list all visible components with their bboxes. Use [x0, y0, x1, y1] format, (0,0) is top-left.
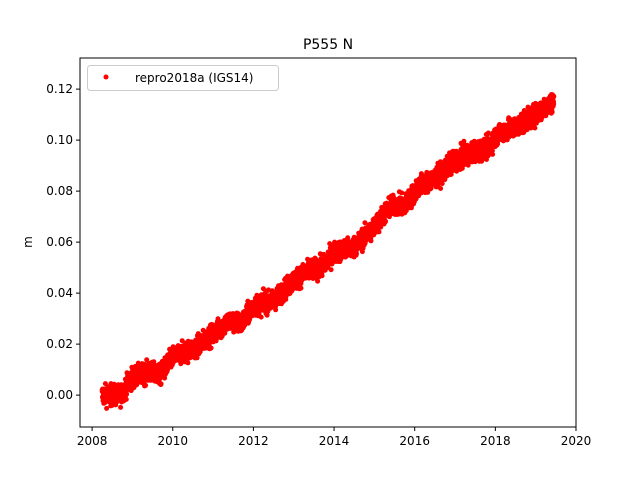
legend-marker [103, 74, 109, 80]
legend: repro2018a (IGS14) [87, 65, 279, 91]
data-point [376, 229, 382, 235]
data-point [185, 360, 191, 366]
x-tick-label: 2020 [561, 434, 592, 448]
chart-title: P555 N [303, 37, 353, 53]
y-tick-label: 0.02 [46, 337, 73, 351]
data-point [258, 314, 264, 320]
data-point [399, 190, 405, 196]
data-point [319, 273, 325, 279]
data-point [102, 381, 108, 387]
data-point [208, 345, 214, 351]
data-point [490, 151, 496, 157]
data-point [551, 93, 557, 99]
x-tick-label: 2014 [319, 434, 350, 448]
data-point [368, 238, 374, 244]
y-tick-label: 0.12 [46, 82, 73, 96]
x-tick-label: 2016 [399, 434, 430, 448]
y-tick-label: 0.06 [46, 235, 73, 249]
data-point [104, 405, 110, 411]
y-tick-label: 0.10 [46, 133, 73, 147]
data-point [465, 162, 471, 168]
y-tick-label: 0.04 [46, 286, 73, 300]
data-point [532, 125, 538, 131]
y-tick-label: 0.00 [46, 388, 73, 402]
data-point [315, 278, 321, 284]
legend-label: repro2018a (IGS14) [135, 71, 253, 85]
data-point [158, 381, 164, 387]
data-point [194, 355, 200, 361]
x-tick-label: 2010 [157, 434, 188, 448]
x-tick-label: 2008 [77, 434, 108, 448]
data-point [298, 285, 304, 291]
data-point [383, 218, 389, 224]
data-point [123, 396, 129, 402]
data-point [143, 382, 149, 388]
x-tick-label: 2012 [238, 434, 269, 448]
data-points [99, 92, 557, 411]
x-tick-label: 2018 [480, 434, 511, 448]
data-point [551, 101, 557, 107]
data-point [124, 391, 130, 397]
data-point [549, 109, 555, 115]
y-tick-label: 0.08 [46, 184, 73, 198]
data-point [118, 404, 124, 410]
data-point [438, 186, 444, 191]
y-axis-label: m [21, 236, 35, 248]
data-point [328, 267, 334, 273]
